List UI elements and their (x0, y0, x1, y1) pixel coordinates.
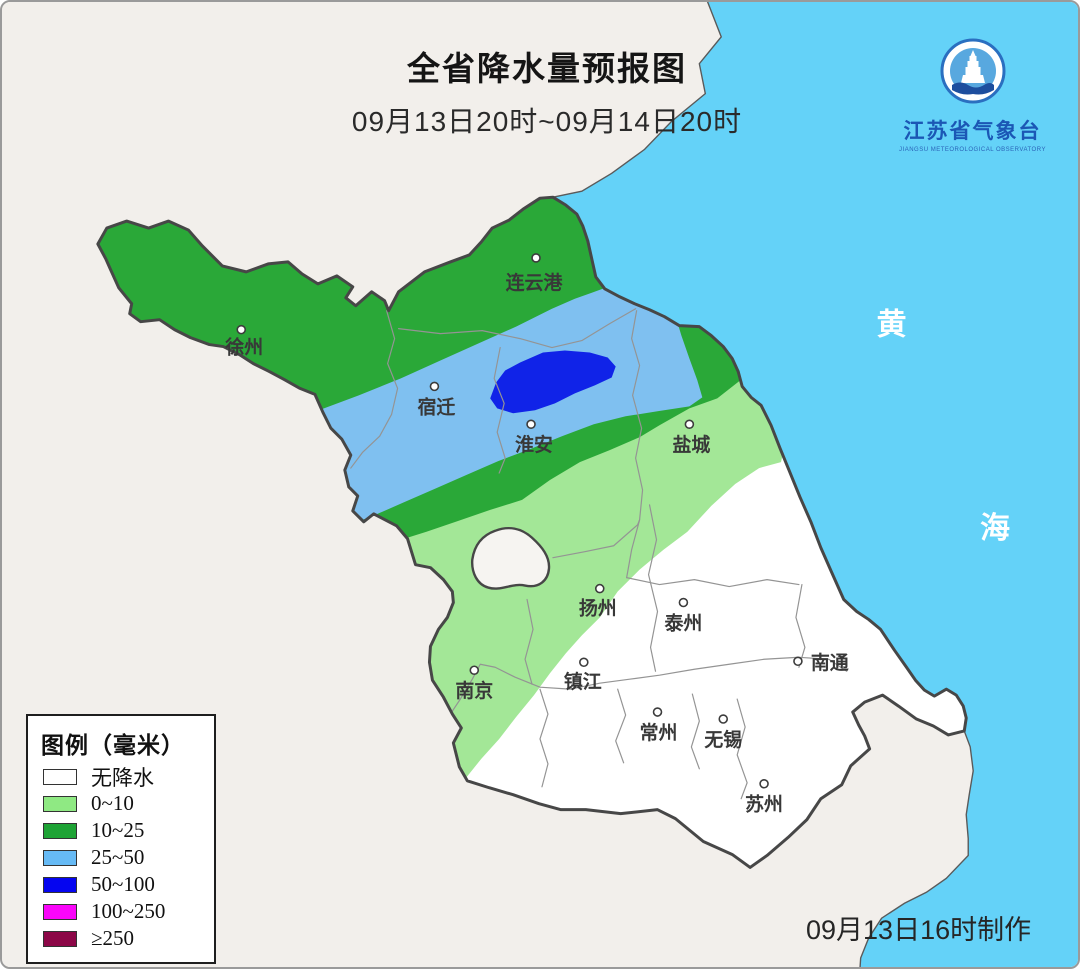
hongze-lake (471, 527, 551, 590)
legend-label-2: 10~25 (91, 818, 145, 842)
sea-labels: 黄海 (877, 309, 1011, 545)
page-title: 全省降水量预报图 (407, 50, 687, 87)
city-marker-宿迁 (429, 381, 440, 392)
map-header: 全省降水量预报图 09月13日20时~09月14日20时 (307, 42, 787, 140)
legend-row-6: ≥250 (28, 925, 214, 952)
city-marker-盐城 (684, 419, 695, 430)
city-marker-淮安 (526, 419, 536, 430)
legend-label-1: 0~10 (91, 791, 134, 815)
band-rain-50-100 (490, 350, 616, 414)
city-marker-无锡 (718, 714, 729, 724)
city-label-南京: 南京 (455, 679, 493, 702)
city-label-无锡: 无锡 (704, 728, 742, 751)
legend-items: 无降水 0~10 10~25 25~50 50~100 100~250 ≥250 (28, 763, 214, 952)
legend-label-4: 50~100 (91, 872, 155, 896)
city-marker-常州 (652, 707, 663, 717)
city-label-镇江: 镇江 (564, 670, 602, 693)
city-marker-南京 (469, 665, 480, 676)
legend-row-1: 0~10 (28, 790, 214, 817)
production-time-note: 09月13日16时制作 (806, 915, 1032, 945)
city-marker-镇江 (579, 657, 589, 668)
legend-row-2: 10~25 (28, 817, 214, 844)
sea-label-1: 海 (980, 512, 1010, 545)
province-boundary (96, 195, 968, 869)
city-marker-连云港 (531, 253, 541, 263)
legend-label-6: ≥250 (91, 926, 135, 950)
legend-swatch-3 (43, 849, 77, 866)
city-label-徐州: 徐州 (224, 336, 263, 359)
city-label-常州: 常州 (640, 721, 678, 744)
city-label-连云港: 连云港 (506, 271, 564, 294)
legend-row-5: 100~250 (28, 898, 214, 925)
city-marker-扬州 (594, 583, 605, 594)
city-label-扬州: 扬州 (579, 596, 617, 619)
legend-label-5: 100~250 (91, 899, 166, 923)
legend-swatch-2 (43, 822, 77, 839)
meteorological-emblem-icon (940, 38, 1006, 109)
forecast-period: 09月13日20时~09月14日20时 (351, 106, 743, 137)
county-boundaries (350, 308, 848, 800)
legend-label-3: 25~50 (91, 845, 145, 869)
city-label-南通: 南通 (811, 652, 849, 674)
legend-row-3: 25~50 (28, 844, 214, 871)
legend-swatch-6 (43, 930, 77, 947)
city-label-苏州: 苏州 (745, 793, 783, 816)
agency-name-en: JIANGSU METEOROLOGICAL OBSERVATORY (899, 147, 1046, 153)
city-label-盐城: 盐城 (672, 433, 710, 456)
legend-swatch-1 (43, 795, 77, 812)
city-marker-苏州 (759, 778, 769, 789)
legend-row-4: 50~100 (28, 871, 214, 898)
legend-swatch-5 (43, 903, 77, 920)
agency-logo: 江苏省气象台 JIANGSU METEOROLOGICAL OBSERVATOR… (885, 38, 1060, 153)
city-marker-徐州 (236, 324, 247, 335)
sea-label-0: 黄 (877, 309, 907, 342)
city-marker-泰州 (678, 597, 689, 608)
city-label-泰州: 泰州 (663, 611, 702, 634)
legend-swatch-4 (43, 876, 77, 893)
legend-panel: 图例（毫米） 无降水 0~10 10~25 25~50 50~100 100~250 ≥25… (26, 714, 216, 964)
legend-title: 图例（毫米） (41, 733, 185, 758)
city-label-宿迁: 宿迁 (418, 395, 456, 418)
legend-row-0: 无降水 (28, 763, 214, 790)
agency-name-cn: 江苏省气象台 (903, 119, 1042, 143)
legend-swatch-0 (43, 768, 77, 785)
city-marker-南通 (793, 656, 803, 667)
city-label-淮安: 淮安 (515, 433, 553, 456)
legend-label-0: 无降水 (91, 765, 154, 790)
